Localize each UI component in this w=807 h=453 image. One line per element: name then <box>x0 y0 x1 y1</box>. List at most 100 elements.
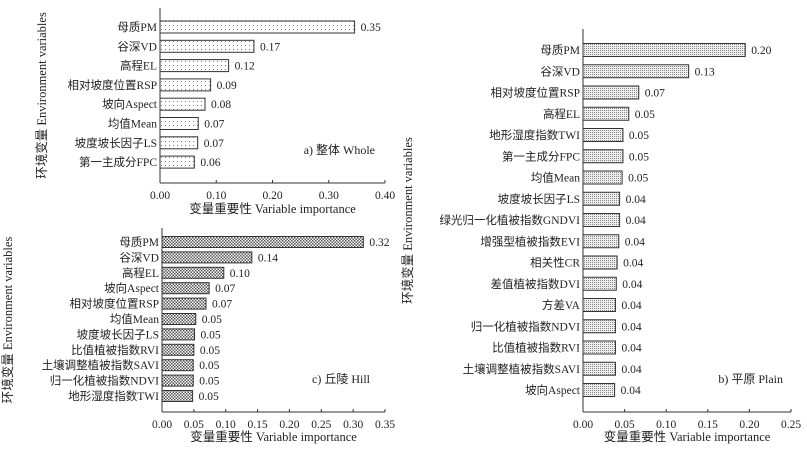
data-label: 0.04 <box>621 321 641 333</box>
category-label: 地形湿度指数TWI <box>489 128 580 142</box>
x-tick-label: 0.40 <box>375 190 395 202</box>
bar <box>161 313 197 325</box>
x-tick-label: 0.10 <box>206 190 226 202</box>
bar <box>582 64 690 79</box>
x-tick-label: 0.25 <box>781 419 801 431</box>
category-label: 高程EL <box>122 266 159 280</box>
x-tick-label: 0.10 <box>216 419 236 431</box>
data-label: 0.04 <box>626 194 646 206</box>
category-label: 坡度坡长因子LS <box>77 327 159 341</box>
data-label: 0.13 <box>695 66 715 78</box>
data-label: 0.05 <box>635 109 655 121</box>
data-label: 0.17 <box>260 41 280 53</box>
panel-title: c) 丘陵 Hill <box>312 372 371 386</box>
data-label: 0.12 <box>235 61 255 73</box>
category-label: 比值植被指数RVI <box>492 341 580 355</box>
data-label: 0.06 <box>200 157 220 169</box>
bar <box>582 234 620 249</box>
bar <box>582 43 746 57</box>
category-label: 地形湿度指数TWI <box>68 389 159 403</box>
bar <box>161 390 194 402</box>
data-label: 0.04 <box>621 300 641 312</box>
category-label: 坡向Aspect <box>102 97 158 111</box>
category-label: 母质PM <box>119 236 159 249</box>
data-label: 0.04 <box>625 236 645 248</box>
bar <box>582 319 616 334</box>
category-label: 绿光归一化植被指数GNDVI <box>439 213 580 227</box>
x-tick-label: 0.25 <box>311 419 331 431</box>
data-label: 0.32 <box>369 237 389 249</box>
bar <box>159 20 356 34</box>
data-label: 0.05 <box>200 345 220 357</box>
category-label: 土壤调整植被指数SAVI <box>463 362 581 376</box>
category-label: 第一主成分FPC <box>79 155 157 169</box>
y-axis-title: 环境变量 Environment variables <box>34 12 49 179</box>
category-label: 谷深VD <box>117 39 157 53</box>
bar <box>159 136 199 150</box>
data-label: 0.04 <box>621 385 641 397</box>
bar <box>582 276 617 291</box>
data-label: 0.09 <box>217 80 237 92</box>
category-label: 土壤调整植被指数SAVI <box>42 358 160 372</box>
x-tick-label: 0.05 <box>615 419 635 431</box>
data-label: 0.07 <box>204 119 224 131</box>
bar <box>161 374 194 387</box>
bar <box>582 170 623 185</box>
data-label: 0.05 <box>629 151 649 163</box>
data-label: 0.04 <box>626 215 646 227</box>
data-label: 0.04 <box>622 279 642 291</box>
category-label: 母质PM <box>540 44 580 57</box>
data-label: 0.05 <box>199 360 219 372</box>
category-label: 坡度坡长因子LS <box>75 136 157 150</box>
data-label: 0.05 <box>199 391 219 403</box>
category-label: 第一主成分FPC <box>502 149 580 163</box>
x-tick-label: 0.20 <box>739 419 759 431</box>
data-label: 0.05 <box>629 130 649 142</box>
category-label: 坡向Aspect <box>525 383 581 397</box>
data-label: 0.14 <box>258 252 278 264</box>
bar <box>582 149 624 164</box>
data-label: 0.10 <box>230 268 250 280</box>
category-label: 比值植被指数RVI <box>71 343 159 357</box>
data-label: 0.04 <box>623 258 643 270</box>
x-tick-label: 0.30 <box>343 419 363 431</box>
x-tick-label: 0.15 <box>248 419 268 431</box>
category-label: 方差VA <box>542 298 581 312</box>
bar <box>582 106 630 121</box>
bar <box>582 340 616 355</box>
x-tick-label: 0.00 <box>573 419 593 431</box>
x-tick-label: 0.20 <box>262 190 282 202</box>
bar <box>161 266 225 279</box>
bar <box>159 39 255 53</box>
x-tick-label: 0.35 <box>375 419 395 431</box>
bar <box>582 361 616 376</box>
data-label: 0.05 <box>200 329 220 341</box>
category-label: 母质PM <box>117 21 157 34</box>
category-label: 相对坡度位置RSP <box>68 78 157 92</box>
bar <box>161 282 210 295</box>
data-label: 0.05 <box>202 314 222 326</box>
x-tick-label: 0.15 <box>698 419 718 431</box>
category-label: 谷深VD <box>119 250 159 264</box>
bar <box>161 251 253 264</box>
bar <box>159 97 206 111</box>
category-label: 坡度坡长因子LS <box>498 192 580 206</box>
x-tick-label: 0.30 <box>319 190 339 202</box>
bar <box>159 59 230 73</box>
category-label: 高程EL <box>543 107 580 121</box>
bar <box>161 297 207 310</box>
category-label: 增强型植被指数EVI <box>480 234 580 248</box>
x-tick-label: 0.05 <box>184 419 204 431</box>
data-label: 0.07 <box>215 283 235 295</box>
category-label: 坡向Aspect <box>104 281 160 295</box>
category-label: 均值Mean <box>108 118 157 131</box>
bar <box>582 213 621 227</box>
panel-title: a) 整体 Whole <box>304 142 375 157</box>
y-axis-title: 环境变量 Environment variables <box>0 237 15 404</box>
x-tick-label: 0.10 <box>656 419 676 431</box>
bar <box>159 117 199 130</box>
chart-panel-0: 0.00 0.10 0.20 0.30 0.40 母质PM 0.35 谷深VD 0.17 高程EL… <box>34 8 395 216</box>
panel-title: b) 平原 Plain <box>718 372 783 386</box>
bar <box>582 383 616 397</box>
